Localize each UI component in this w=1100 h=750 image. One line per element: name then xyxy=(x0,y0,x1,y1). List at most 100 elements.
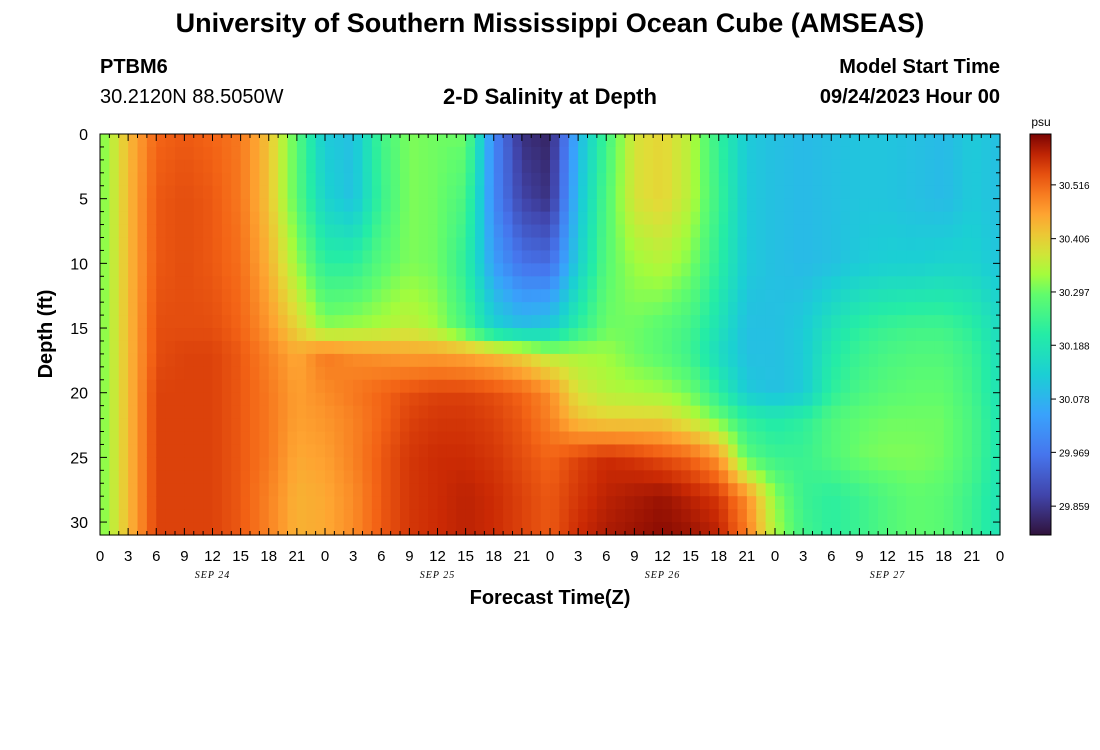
heatmap-cell xyxy=(625,509,635,523)
heatmap-cell xyxy=(287,134,298,148)
heatmap-cell xyxy=(409,340,420,355)
heatmap-cell xyxy=(100,276,110,290)
heatmap-cell xyxy=(775,340,785,355)
heatmap-cell xyxy=(803,211,814,226)
heatmap-cell xyxy=(634,134,645,148)
heatmap-cell xyxy=(700,483,710,497)
heatmap-cell xyxy=(568,198,579,213)
heatmap-cell xyxy=(146,379,157,394)
heatmap-cell xyxy=(953,405,964,420)
heatmap-cell xyxy=(756,328,767,342)
heatmap-cell xyxy=(615,353,626,368)
heatmap-cell xyxy=(343,224,354,239)
heatmap-cell xyxy=(690,237,701,252)
heatmap-cell xyxy=(990,522,1001,536)
heatmap-cell xyxy=(484,289,495,303)
heatmap-cell xyxy=(259,470,270,484)
heatmap-cell xyxy=(756,224,767,239)
heatmap-cell xyxy=(362,172,373,187)
heatmap-cell xyxy=(531,470,542,484)
heatmap-cell xyxy=(428,250,439,264)
heatmap-cell xyxy=(737,340,748,355)
heatmap-cell xyxy=(446,185,457,200)
heatmap-cell xyxy=(334,198,345,213)
heatmap-cell xyxy=(625,172,635,187)
heatmap-cell xyxy=(943,522,954,536)
heatmap-cell xyxy=(690,289,701,303)
heatmap-cell xyxy=(671,237,682,252)
heatmap-cell xyxy=(925,185,935,200)
heatmap-cell xyxy=(962,315,973,329)
heatmap-cell xyxy=(531,134,542,148)
heatmap-cell xyxy=(118,185,129,200)
heatmap-cell xyxy=(709,134,720,148)
heatmap-cell xyxy=(100,431,110,446)
heatmap-cell xyxy=(690,392,701,407)
heatmap-cell xyxy=(287,146,298,161)
heatmap-cell xyxy=(465,250,476,264)
heatmap-cell xyxy=(587,198,598,213)
heatmap-cell xyxy=(484,509,495,523)
heatmap-cell xyxy=(887,276,898,290)
heatmap-cell xyxy=(568,392,579,407)
heatmap-cell xyxy=(765,392,776,407)
heatmap-cell xyxy=(296,315,307,329)
heatmap-cell xyxy=(681,379,692,394)
heatmap-cell xyxy=(409,250,420,264)
heatmap-cell xyxy=(559,353,570,368)
heatmap-cell xyxy=(390,340,401,355)
heatmap-cell xyxy=(700,379,710,394)
heatmap-cell xyxy=(540,340,551,355)
heatmap-cell xyxy=(550,340,560,355)
heatmap-cell xyxy=(165,315,176,329)
heatmap-cell xyxy=(315,198,326,213)
heatmap-cell xyxy=(418,405,429,420)
heatmap-cell xyxy=(437,483,448,497)
heatmap-cell xyxy=(221,379,232,394)
heatmap-cell xyxy=(109,250,120,264)
heatmap-cell xyxy=(390,392,401,407)
heatmap-cell xyxy=(990,457,1001,471)
heatmap-cell xyxy=(128,159,139,174)
heatmap-cell xyxy=(606,211,617,226)
heatmap-cell xyxy=(306,198,317,213)
heatmap-cell xyxy=(990,146,1001,161)
heatmap-cell xyxy=(859,470,870,484)
heatmap-cell xyxy=(775,509,785,523)
heatmap-cell xyxy=(268,224,279,239)
heatmap-cell xyxy=(353,198,364,213)
heatmap-cell xyxy=(259,483,270,497)
heatmap-cell xyxy=(118,392,129,407)
heatmap-cell xyxy=(221,392,232,407)
heatmap-cell xyxy=(737,146,748,161)
heatmap-cell xyxy=(990,418,1001,433)
heatmap-cell xyxy=(831,496,842,510)
heatmap-cell xyxy=(221,483,232,497)
heatmap-cell xyxy=(793,211,804,226)
heatmap-cell xyxy=(878,185,889,200)
heatmap-cell xyxy=(821,431,832,446)
heatmap-cell xyxy=(437,198,448,213)
heatmap-cell xyxy=(306,315,317,329)
heatmap-cell xyxy=(371,353,382,368)
heatmap-cell xyxy=(812,328,823,342)
heatmap-cell xyxy=(165,263,176,277)
heatmap-cell xyxy=(100,522,110,536)
heatmap-cell xyxy=(859,340,870,355)
heatmap-cell xyxy=(146,289,157,303)
heatmap-cell xyxy=(915,146,926,161)
heatmap-cell xyxy=(756,405,767,420)
heatmap-cell xyxy=(493,134,504,148)
heatmap-cell xyxy=(371,470,382,484)
heatmap-cell xyxy=(512,483,523,497)
heatmap-cell xyxy=(859,224,870,239)
heatmap-cell xyxy=(784,470,795,484)
heatmap-cell xyxy=(296,172,307,187)
heatmap-cell xyxy=(437,340,448,355)
heatmap-cell xyxy=(953,353,964,368)
heatmap-cell xyxy=(221,224,232,239)
heatmap-cell xyxy=(221,444,232,458)
heatmap-cell xyxy=(653,289,664,303)
heatmap-cell xyxy=(128,418,139,433)
heatmap-cell xyxy=(465,457,476,471)
